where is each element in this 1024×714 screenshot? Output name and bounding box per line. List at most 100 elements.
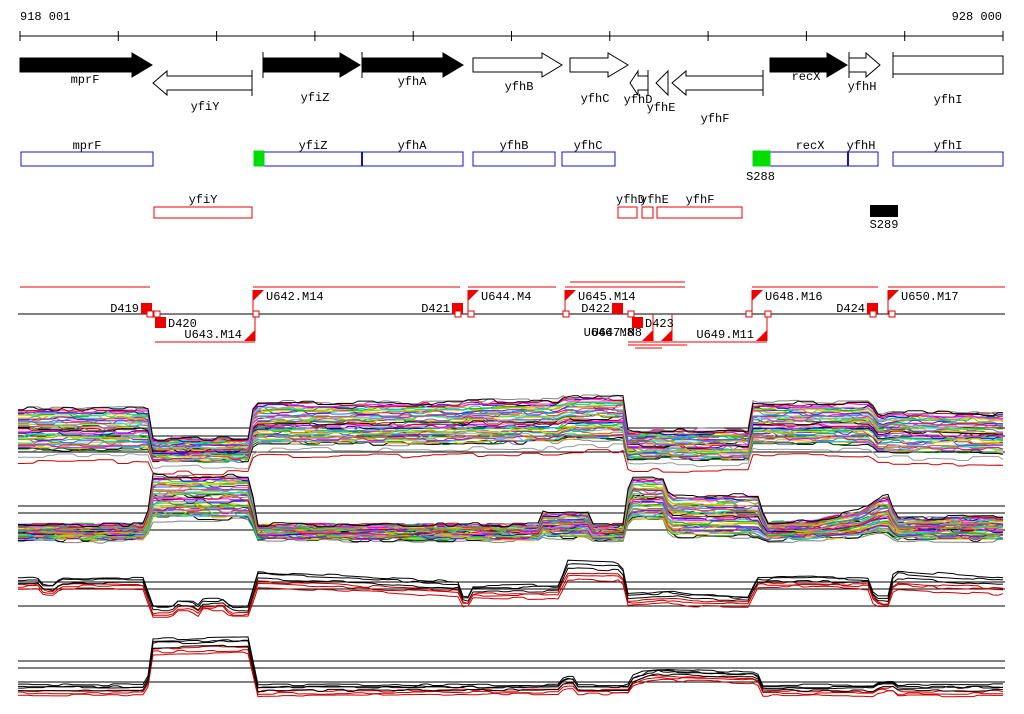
probe-square-up-D424[interactable]: D424 <box>836 302 878 316</box>
probe-square-down-D420[interactable]: D420 <box>155 317 197 331</box>
gene-arrow-shape[interactable] <box>769 52 848 78</box>
signal-line <box>18 567 1004 612</box>
orf-box[interactable]: yfiZ yfhA <box>263 139 464 167</box>
reverse-orf-rect[interactable] <box>656 206 743 219</box>
gene-arrow-yfhA[interactable]: yfhA <box>361 52 464 89</box>
orf-box-rect[interactable] <box>263 151 464 167</box>
orf-box[interactable]: yfhC <box>561 139 616 167</box>
signal-marker-green[interactable]: S288 <box>746 150 775 184</box>
gene-arrow-yfhB[interactable]: yfhB <box>472 52 563 94</box>
probe-boundary-tick <box>745 310 753 318</box>
probe-flag-up-U644.M4[interactable]: U644.M4 <box>467 290 531 314</box>
orf-box-rect[interactable] <box>769 151 879 167</box>
probe-flag-up-U642.M14[interactable]: U642.M14 <box>252 290 324 314</box>
probe-flag-label: U643.M14 <box>184 328 242 342</box>
reverse-orf-rect[interactable] <box>641 206 654 219</box>
gene-arrow-yfhE[interactable]: yfhE <box>647 69 676 115</box>
black-marker-rect[interactable] <box>870 205 898 217</box>
flag-down-triangle[interactable] <box>244 330 255 341</box>
gene-arrow-shape[interactable] <box>361 52 464 78</box>
orf-label: yfhC <box>574 139 603 153</box>
reverse-orf-label: yfiY <box>189 193 218 207</box>
probe-square-up-D421[interactable]: D421 <box>421 302 463 316</box>
probe-overlap-label: U646.M8 <box>584 326 634 340</box>
probe-square-up-D419[interactable]: D419 <box>110 302 152 316</box>
gene-arrow-yfhD[interactable]: yfhD <box>624 69 653 107</box>
probe-square[interactable] <box>141 303 152 314</box>
gene-arrow-yfiY[interactable]: yfiY <box>152 69 253 114</box>
probe-square[interactable] <box>155 317 166 328</box>
gene-arrowhead[interactable] <box>655 69 669 97</box>
flag-down-triangle[interactable] <box>661 330 672 341</box>
orf-box-rect[interactable] <box>20 151 154 167</box>
signal-line <box>18 649 1003 696</box>
gene-arrow-shape[interactable] <box>569 52 629 78</box>
probe-flag-down-2[interactable] <box>661 314 673 341</box>
flag-down-triangle[interactable] <box>756 330 767 341</box>
probe-square[interactable] <box>867 303 878 314</box>
black-marker-label: S289 <box>870 218 899 232</box>
orf-box[interactable]: recX yfhH <box>769 139 879 167</box>
signal-line <box>18 449 1004 476</box>
flag-up-triangle[interactable] <box>752 290 763 301</box>
signal-line <box>18 513 1003 542</box>
gene-arrow-yfiZ[interactable]: yfiZ <box>262 52 361 105</box>
orf-box[interactable]: mprF <box>20 139 154 167</box>
reverse-orf-rect[interactable] <box>153 206 253 219</box>
orf-box[interactable]: yfhB <box>472 139 556 167</box>
reverse-orf-label: yfhD <box>616 193 645 207</box>
gene-arrow-recX[interactable]: recX <box>769 52 848 84</box>
orf-box-rect[interactable] <box>892 151 1004 167</box>
gene-arrow-shape[interactable] <box>472 52 563 78</box>
signal-line <box>18 480 1004 529</box>
green-marker-rect[interactable] <box>253 150 265 167</box>
probe-square-label: D423 <box>645 317 674 331</box>
orf-box[interactable]: yfhI <box>892 139 1004 167</box>
flag-up-triangle[interactable] <box>565 290 576 301</box>
probe-flag-up-U645.M14[interactable]: U645.M14 <box>564 290 636 314</box>
flag-down-triangle[interactable] <box>642 330 653 341</box>
probe-square[interactable] <box>632 317 643 328</box>
flag-up-triangle[interactable] <box>468 290 479 301</box>
orf-box-rect[interactable] <box>561 151 616 167</box>
gene-label-yfiZ: yfiZ <box>301 91 330 105</box>
signal-line <box>18 572 1004 615</box>
gene-arrow-shape[interactable] <box>629 69 649 97</box>
signal-marker-black[interactable]: S289 <box>870 205 899 232</box>
gene-label-yfhH: yfhH <box>848 80 877 94</box>
reverse-orf-box-yfiY[interactable]: yfiY <box>153 193 253 219</box>
green-marker-rect[interactable] <box>752 150 771 167</box>
probe-boundary-tick <box>562 310 570 318</box>
gene-arrow-yfhI[interactable]: yfhI <box>892 52 1004 107</box>
gene-arrow-shape[interactable] <box>848 51 881 79</box>
probe-square-down-D423[interactable]: D423 <box>632 317 674 331</box>
gene-arrow-shape[interactable] <box>262 52 361 78</box>
probe-square[interactable] <box>452 303 463 314</box>
gene-arrow-yfhF[interactable]: yfhF <box>671 69 764 126</box>
gene-arrow-shape[interactable] <box>152 69 253 97</box>
probe-flag-up-U650.M17[interactable]: U650.M17 <box>887 290 959 314</box>
gene-arrow-shape[interactable] <box>671 69 764 97</box>
reverse-orf-box-yfhD[interactable]: yfhD <box>616 193 645 219</box>
probe-flag-down-U649.M11[interactable]: U649.M11 <box>696 314 768 342</box>
gene-arrow-shape[interactable] <box>19 52 153 78</box>
signal-line <box>18 420 1004 453</box>
gene-arrow-yfhH[interactable]: yfhH <box>848 51 881 94</box>
probe-flag-label: U644.M4 <box>481 290 531 304</box>
gene-arrow-mprF[interactable]: mprF <box>19 52 153 87</box>
orf-box-rect[interactable] <box>472 151 556 167</box>
probe-boundary-tick <box>146 310 154 318</box>
gene-arrow-yfhC[interactable]: yfhC <box>569 52 629 106</box>
reverse-orf-box-yfhF[interactable]: yfhF <box>656 193 743 219</box>
gene-rect-shape[interactable] <box>892 55 1004 75</box>
probe-flag-down-U643.M14[interactable]: U643.M14 <box>184 314 256 342</box>
reverse-orf-rect[interactable] <box>617 206 638 219</box>
flag-up-triangle[interactable] <box>253 290 264 301</box>
reverse-orf-box-yfhE[interactable]: yfhE <box>640 193 669 219</box>
flag-up-triangle[interactable] <box>888 290 899 301</box>
signal-marker-green[interactable] <box>253 150 265 167</box>
probe-flag-down-1[interactable] <box>642 314 654 341</box>
probe-square-up-D422[interactable]: D422 <box>581 302 623 316</box>
probe-flag-up-U648.M16[interactable]: U648.M16 <box>751 290 823 314</box>
probe-square[interactable] <box>612 303 623 314</box>
